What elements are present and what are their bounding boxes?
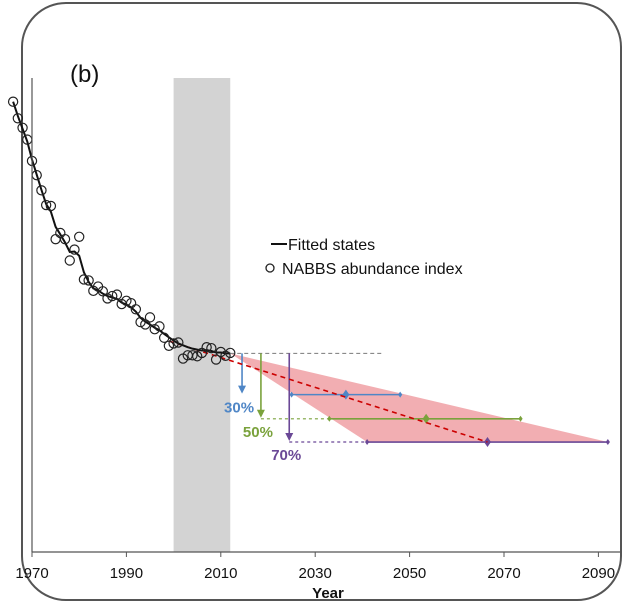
- decline-50-high-marker: [518, 415, 523, 422]
- abundance-point: [17, 122, 28, 133]
- trend-dashed-line: [168, 340, 488, 443]
- decline-50-mid-marker: [422, 413, 430, 424]
- x-tick-label: 2030: [299, 565, 332, 582]
- abundance-point: [210, 354, 222, 365]
- decline-70-arrowhead: [285, 433, 294, 442]
- projection-cone: [230, 353, 608, 443]
- decline-30-low-marker: [289, 391, 294, 398]
- abundance-point: [40, 199, 52, 211]
- decline-50: 50%: [243, 353, 523, 441]
- abundance-point: [187, 350, 198, 361]
- decline-70-high-marker: [605, 439, 610, 446]
- abundance-point: [78, 274, 90, 285]
- legend-observed-swatch: [265, 263, 275, 273]
- abundance-point: [201, 342, 212, 353]
- panel-label: (b): [70, 61, 99, 88]
- decline-30-label: 30%: [224, 400, 254, 417]
- abundance-point: [97, 286, 109, 297]
- abundance-point: [206, 342, 217, 354]
- abundance-point: [64, 255, 75, 266]
- abundance-point: [135, 316, 146, 328]
- decline-70-label: 70%: [271, 447, 301, 464]
- abundance-point: [69, 244, 80, 255]
- abundance-point: [107, 290, 118, 302]
- abundance-point: [225, 347, 236, 359]
- decline-50-low-marker: [327, 415, 332, 422]
- abundance-point: [140, 319, 151, 330]
- abundance-points: [7, 96, 236, 365]
- x-tick-label: 1990: [110, 565, 143, 582]
- legend-fitted-label: Fitted states: [288, 237, 375, 254]
- legend: Fitted states NABBS abundance index: [265, 237, 463, 278]
- decline-70-low-marker: [365, 439, 370, 446]
- abundance-point: [154, 321, 165, 332]
- x-tick-label: 1970: [15, 565, 48, 582]
- abundance-point: [45, 200, 57, 212]
- abundance-point: [173, 337, 184, 348]
- abundance-point: [168, 338, 179, 349]
- abundance-point: [12, 113, 24, 124]
- abundance-point: [59, 233, 71, 245]
- highlight-band: [173, 78, 231, 552]
- abundance-point: [7, 96, 19, 107]
- abundance-point: [163, 340, 175, 352]
- legend-observed-label: NABBS abundance index: [282, 261, 463, 278]
- abundance-point: [36, 185, 47, 196]
- abundance-point: [102, 293, 113, 304]
- abundance-point: [73, 231, 85, 242]
- x-axis-ticks: 1970 1990 2010 2030 2050 2070 2090: [15, 552, 615, 582]
- decline-30-high-marker: [398, 391, 403, 398]
- abundance-point: [83, 275, 94, 286]
- x-tick-label: 2050: [393, 565, 426, 582]
- x-axis-title: Year: [312, 585, 344, 602]
- decline-50-label: 50%: [243, 424, 273, 441]
- figure-frame: [21, 2, 622, 601]
- abundance-point: [111, 289, 123, 300]
- x-tick-label: 2090: [582, 565, 615, 582]
- x-tick-label: 2070: [487, 565, 520, 582]
- abundance-point: [130, 304, 142, 315]
- abundance-point: [121, 295, 132, 306]
- abundance-point: [158, 332, 170, 343]
- decline-50-arrowhead: [256, 409, 265, 418]
- decline-30-arrowhead: [238, 385, 247, 394]
- abundance-point: [144, 312, 156, 323]
- x-tick-label: 2010: [204, 565, 237, 582]
